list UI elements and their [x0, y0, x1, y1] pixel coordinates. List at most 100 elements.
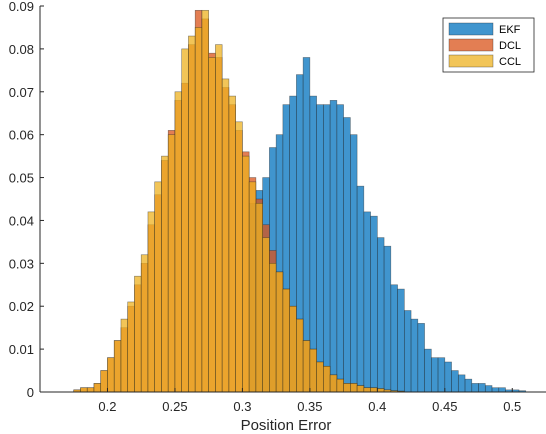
bar-ccl [208, 57, 216, 393]
bar-ccl [296, 318, 304, 393]
bar-ccl [377, 388, 385, 393]
bar-ekf [464, 378, 473, 393]
bar-ekf [397, 288, 405, 393]
bar-ccl [248, 181, 257, 393]
bar-ekf [336, 104, 344, 393]
bar-ccl [215, 44, 223, 393]
x-tick-label: 0.3 [233, 399, 251, 414]
y-tick-label: 0.08 [9, 42, 34, 57]
bar-ccl [174, 91, 182, 393]
x-tick-label: 0.5 [503, 399, 521, 414]
bar-ccl [154, 181, 162, 393]
legend: EKF DCL CCL [442, 17, 535, 73]
y-tick-label: 0 [27, 385, 34, 400]
bar-ekf [383, 245, 392, 393]
bar-ccl [316, 361, 324, 393]
legend-swatch-ccl [448, 54, 494, 68]
x-tick-label: 0.25 [162, 399, 187, 414]
bar-ccl [255, 202, 263, 393]
bar-ccl [242, 155, 250, 393]
bar-ccl [275, 271, 284, 393]
bar-ccl [235, 121, 243, 393]
bar-ccl [161, 155, 169, 393]
bar-ekf [363, 211, 371, 393]
bar-ccl [262, 237, 270, 393]
ticks-layer: 0.2 0.25 0.3 0.35 0.4 0.45 0.5 0 0.01 0.02 0.03 0.0… [9, 0, 522, 414]
bar-ekf [316, 104, 324, 393]
axes-layer [39, 6, 546, 393]
bar-ekf [471, 383, 479, 393]
x-tick-label: 0.35 [297, 399, 322, 414]
bar-ccl [289, 305, 297, 393]
bar-ccl [228, 95, 236, 393]
y-tick-label: 0.05 [9, 171, 34, 186]
x-tick-label: 0.45 [432, 399, 457, 414]
bar-ccl [100, 370, 108, 393]
bar-ekf [404, 310, 412, 393]
bar-ccl [370, 387, 378, 393]
bar-ekf [356, 185, 365, 393]
bar-ekf [457, 374, 466, 393]
bar-ekf [431, 357, 439, 393]
bar-ccl [86, 387, 95, 393]
bar-ekf [377, 237, 385, 393]
legend-label-dcl: DCL [499, 40, 521, 52]
bar-ccl [323, 365, 331, 393]
bar-ccl [134, 275, 142, 393]
bar-ccl [336, 378, 344, 393]
bar-ccl [343, 383, 351, 393]
legend-label-ekf: EKF [499, 24, 521, 36]
y-tick-label: 0.02 [9, 299, 34, 314]
bar-ekf [410, 318, 419, 393]
bar-ccl [302, 340, 311, 393]
bar-ekf [390, 284, 398, 393]
bar-ccl [269, 263, 277, 393]
bar-ccl [201, 9, 209, 393]
bar-ekf [370, 215, 378, 393]
bar-ccl [309, 348, 317, 393]
bar-ccl [356, 385, 365, 393]
bar-ccl [107, 357, 115, 393]
bar-ekf [444, 361, 452, 393]
y-tick-label: 0.09 [9, 0, 34, 14]
bar-ccl [127, 301, 135, 393]
x-tick-label: 0.2 [98, 399, 116, 414]
legend-swatch-dcl [448, 38, 494, 52]
bar-ekf [491, 387, 500, 393]
bar-ccl [221, 78, 230, 393]
bar-ekf [323, 104, 331, 393]
bar-ekf [343, 117, 351, 393]
y-tick-label: 0.07 [9, 85, 34, 100]
bar-ccl [363, 387, 371, 393]
bar-ccl [140, 254, 149, 393]
bar-ekf [329, 100, 338, 393]
bar-ekf [484, 385, 493, 393]
y-tick-label: 0.03 [9, 256, 34, 271]
bar-ccl [181, 48, 189, 393]
bar-ccl [282, 288, 290, 393]
bar-ccl [147, 211, 155, 393]
bar-ekf [451, 370, 459, 393]
bar-ccl [350, 383, 358, 393]
bar-ccl [188, 35, 196, 393]
bar-ekf [424, 348, 432, 393]
legend-label-ccl: CCL [499, 56, 521, 68]
y-tick-label: 0.04 [9, 213, 34, 228]
bar-ccl [113, 340, 122, 393]
bar-ccl [120, 318, 129, 393]
bar-ekf [478, 383, 486, 393]
x-tick-label: 0.4 [368, 399, 386, 414]
bar-ccl [329, 374, 338, 393]
x-axis-label: Position Error [241, 417, 332, 434]
bar-ekf [309, 95, 317, 393]
bar-ekf [437, 357, 446, 393]
y-tick-label: 0.06 [9, 128, 34, 143]
legend-swatch-ekf [448, 22, 494, 36]
bar-ccl [167, 134, 176, 393]
bar-ekf [350, 134, 358, 393]
bar-ccl [80, 387, 88, 393]
bar-ekf [498, 387, 506, 393]
bar-ccl [194, 27, 203, 393]
bar-ekf [417, 323, 425, 393]
